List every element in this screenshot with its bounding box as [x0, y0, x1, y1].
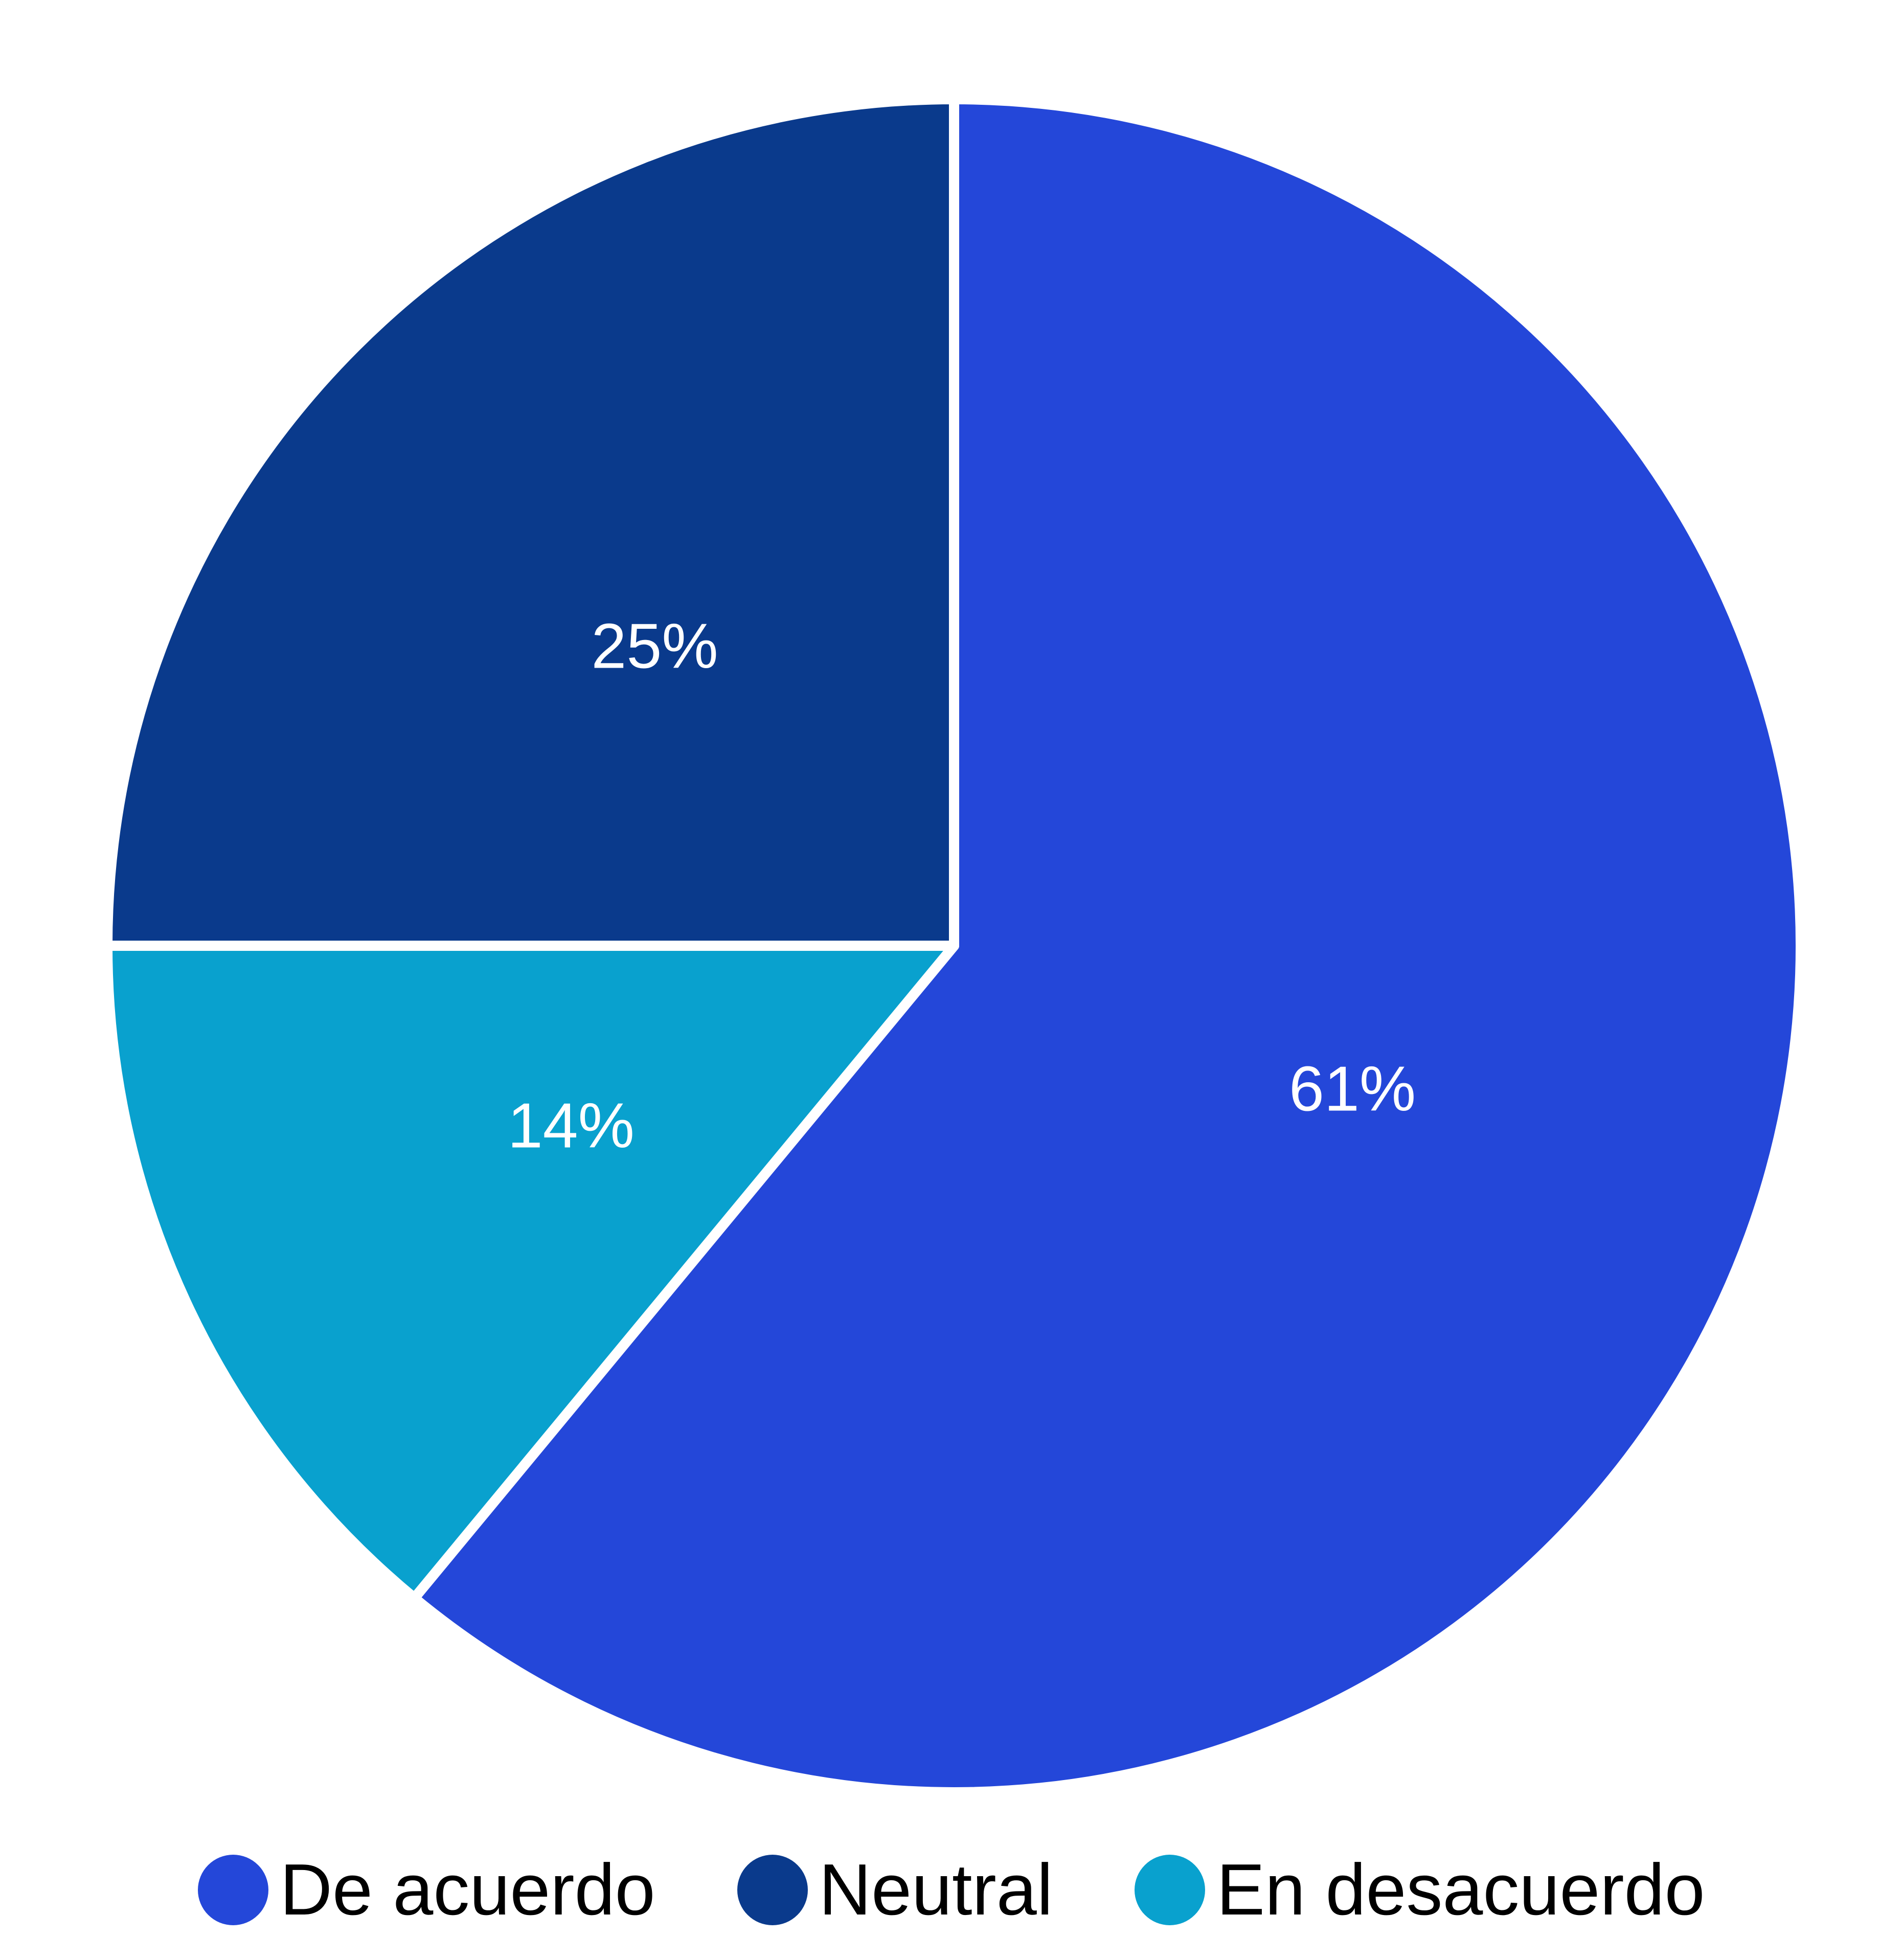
slice-label-de-acuerdo: 61%	[1289, 1054, 1416, 1124]
legend-marker-neutral-icon	[737, 1855, 808, 1925]
legend-item-de-acuerdo[interactable]: De acuerdo	[198, 1854, 655, 1926]
chart-legend: De acuerdo Neutral En desacuerdo	[0, 1820, 1903, 1960]
legend-item-neutral[interactable]: Neutral	[737, 1854, 1053, 1926]
legend-item-en-desacuerdo[interactable]: En desacuerdo	[1135, 1854, 1705, 1926]
legend-label-en-desacuerdo: En desacuerdo	[1216, 1849, 1705, 1930]
legend-label-neutral: Neutral	[819, 1849, 1053, 1930]
pie-slice-neutral[interactable]	[102, 94, 959, 951]
slice-label-en-desacuerdo: 14%	[508, 1091, 635, 1161]
legend-marker-en-desacuerdo-icon	[1135, 1855, 1206, 1925]
pie-slice-en-desacuerdo[interactable]	[102, 941, 959, 1603]
pie-slice-de-acuerdo[interactable]	[409, 94, 1806, 1797]
legend-marker-de-acuerdo-icon	[198, 1855, 269, 1925]
legend-label-de-acuerdo: De acuerdo	[280, 1849, 655, 1930]
slice-label-neutral: 25%	[591, 611, 718, 682]
